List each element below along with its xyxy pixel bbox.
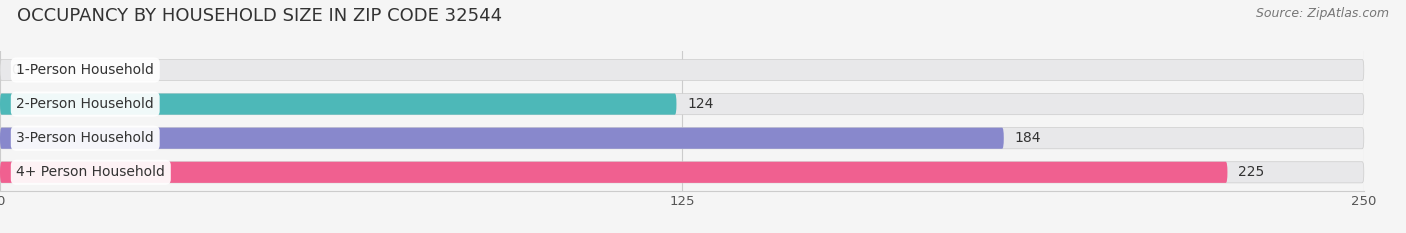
Text: 3-Person Household: 3-Person Household: [17, 131, 155, 145]
FancyBboxPatch shape: [0, 162, 1227, 183]
Text: 184: 184: [1015, 131, 1042, 145]
Text: 225: 225: [1239, 165, 1264, 179]
Text: 124: 124: [688, 97, 714, 111]
Text: 0: 0: [11, 63, 20, 77]
FancyBboxPatch shape: [0, 128, 1004, 149]
Text: 4+ Person Household: 4+ Person Household: [17, 165, 166, 179]
FancyBboxPatch shape: [0, 162, 1364, 183]
Text: 2-Person Household: 2-Person Household: [17, 97, 155, 111]
Text: 1-Person Household: 1-Person Household: [17, 63, 155, 77]
FancyBboxPatch shape: [0, 93, 1364, 115]
Text: OCCUPANCY BY HOUSEHOLD SIZE IN ZIP CODE 32544: OCCUPANCY BY HOUSEHOLD SIZE IN ZIP CODE …: [17, 7, 502, 25]
FancyBboxPatch shape: [0, 93, 676, 115]
FancyBboxPatch shape: [0, 59, 1364, 81]
Text: Source: ZipAtlas.com: Source: ZipAtlas.com: [1256, 7, 1389, 20]
FancyBboxPatch shape: [0, 128, 1364, 149]
